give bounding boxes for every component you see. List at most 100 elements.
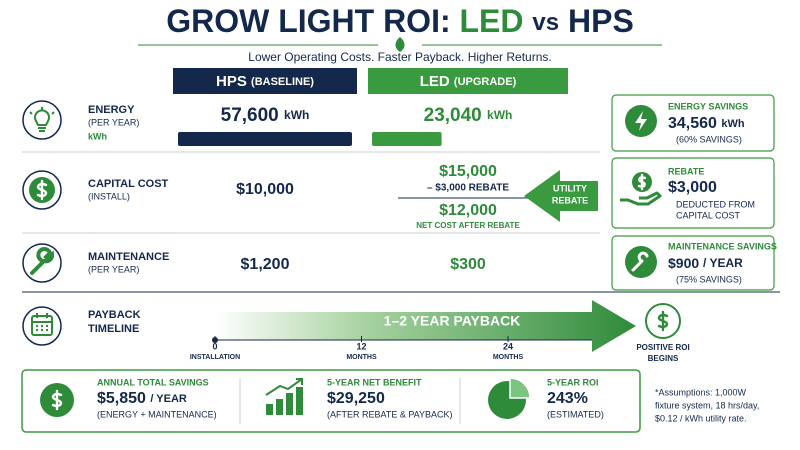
tick-value: 12 (356, 341, 366, 351)
footnote: fixture system, 18 hrs/day, (655, 400, 759, 410)
timeline-ticks: 0 INSTALLATION 12 MONTHS 24 MONTHS (190, 336, 524, 361)
unit: / YEAR (703, 256, 743, 270)
card-note: (75% SAVINGS) (676, 274, 742, 284)
summary-value: 243% (547, 390, 588, 407)
card-value: $900 / YEAR (668, 255, 743, 271)
energy-bar (372, 132, 442, 146)
led-net-note: NET COST AFTER REBATE (416, 221, 520, 230)
summary-note: (ESTIMATED) (547, 409, 604, 419)
savings-card (611, 94, 775, 152)
hps-header-text: HPS (BASELINE) (216, 73, 314, 90)
led-header (368, 68, 568, 94)
growth-icon (286, 393, 293, 415)
card-note: (60% SAVINGS) (676, 134, 742, 144)
unit: kWh (721, 118, 745, 130)
title-part: HPS (568, 3, 634, 39)
tick-caption: MONTHS (346, 354, 377, 361)
led-maintenance: $300 (450, 256, 486, 273)
dollar-glyph (657, 310, 669, 332)
savings-card (611, 157, 775, 229)
unit: kWh (284, 108, 309, 122)
value: 34,560 (668, 115, 717, 132)
row-label: MAINTENANCE (88, 251, 169, 263)
dollar-glyph (51, 389, 63, 411)
dollar-glyph (36, 179, 48, 201)
hps-maintenance: $1,200 (241, 256, 290, 273)
summary-box (21, 369, 641, 433)
hps-header (173, 68, 357, 94)
bolt-icon (635, 111, 647, 131)
roi-text: POSITIVE ROI (636, 343, 689, 352)
card-value: $3,000 (668, 179, 717, 196)
calendar-detail (32, 313, 52, 331)
led-energy: 23,040 kWh (424, 105, 513, 126)
title-part: LED (460, 3, 524, 39)
card-note: DEDUCTED FROM (676, 199, 755, 209)
savings-card (611, 235, 775, 291)
footnote: *Assumptions: 1,000W (655, 387, 747, 397)
unit: / YEAR (150, 393, 187, 405)
card-value: 34,560 kWh (668, 115, 745, 132)
row-unit: kWh (88, 131, 107, 141)
row-label: PAYBACK (88, 309, 141, 321)
calendar-shape (31, 315, 53, 336)
led-rebate: – $3,000 REBATE (427, 183, 509, 194)
row-sub: (PER YEAR) (88, 117, 139, 127)
summary-title: ANNUAL TOTAL SAVINGS (97, 377, 209, 387)
card-title: MAINTENANCE SAVINGS (668, 241, 777, 251)
growth-icon (266, 404, 273, 415)
tick-value: 24 (503, 341, 513, 351)
dollar-glyph (637, 173, 647, 191)
tick-value: 0 (212, 341, 217, 351)
value: 23,040 (424, 105, 482, 126)
title-part: GROW LIGHT ROI: (166, 3, 450, 39)
leaf-icon (395, 37, 405, 52)
summary-value: $29,250 (327, 390, 385, 407)
rebate-arrow (524, 170, 598, 222)
column-name: LED (420, 73, 450, 90)
card-title: ENERGY SAVINGS (668, 101, 748, 111)
value: $5,850 (97, 390, 146, 407)
summary-note: (AFTER REBATE & PAYBACK) (327, 409, 453, 419)
tick-caption: INSTALLATION (190, 354, 240, 361)
roi-text: BEGINS (648, 354, 679, 363)
led-gross: $15,000 (439, 163, 497, 180)
energy-icon (22, 100, 62, 140)
column-note: (UPGRADE) (454, 76, 517, 88)
value: $900 (668, 255, 699, 271)
wrench-icon (30, 247, 54, 275)
column-name: HPS (216, 73, 247, 90)
summary-title: 5-YEAR ROI (547, 377, 599, 387)
subtitle: Lower Operating Costs. Faster Payback. H… (248, 50, 551, 64)
summary-title: 5-YEAR NET BENEFIT (327, 377, 422, 387)
unit: kWh (487, 108, 512, 122)
hps-energy: 57,600 kWh (221, 105, 310, 126)
pie-slice (509, 377, 531, 399)
arrow-text: UTILITY (553, 183, 587, 193)
summary-note: (ENERGY + MAINTENANCE) (97, 409, 217, 419)
row-label: TIMELINE (88, 323, 139, 335)
title-part: vs (532, 9, 559, 36)
value: 57,600 (221, 105, 279, 126)
hps-capital: $10,000 (236, 181, 294, 198)
row-sub: (INSTALL) (88, 191, 130, 201)
wrench-icon (631, 251, 649, 272)
column-note: (BASELINE) (251, 76, 314, 88)
payback-arrow (215, 300, 636, 352)
payback-banner: 1–2 YEAR PAYBACK (384, 313, 521, 329)
led-net: $12,000 (439, 202, 497, 219)
growth-arrow (265, 378, 303, 396)
row-label: CAPITAL COST (88, 178, 169, 190)
summary-value: $5,850 / YEAR (97, 390, 187, 407)
footnote: $0.12 / kWh utility rate. (655, 413, 747, 423)
title: GROW LIGHT ROI: LED vs HPS (166, 3, 634, 39)
arrow-text: REBATE (552, 195, 588, 205)
tick-caption: MONTHS (493, 354, 524, 361)
hand-icon (620, 191, 662, 206)
growth-icon (296, 387, 303, 415)
growth-icon (276, 399, 283, 415)
bulb-icon (29, 107, 55, 132)
energy-bar (178, 132, 352, 146)
row-label: ENERGY (88, 104, 135, 116)
